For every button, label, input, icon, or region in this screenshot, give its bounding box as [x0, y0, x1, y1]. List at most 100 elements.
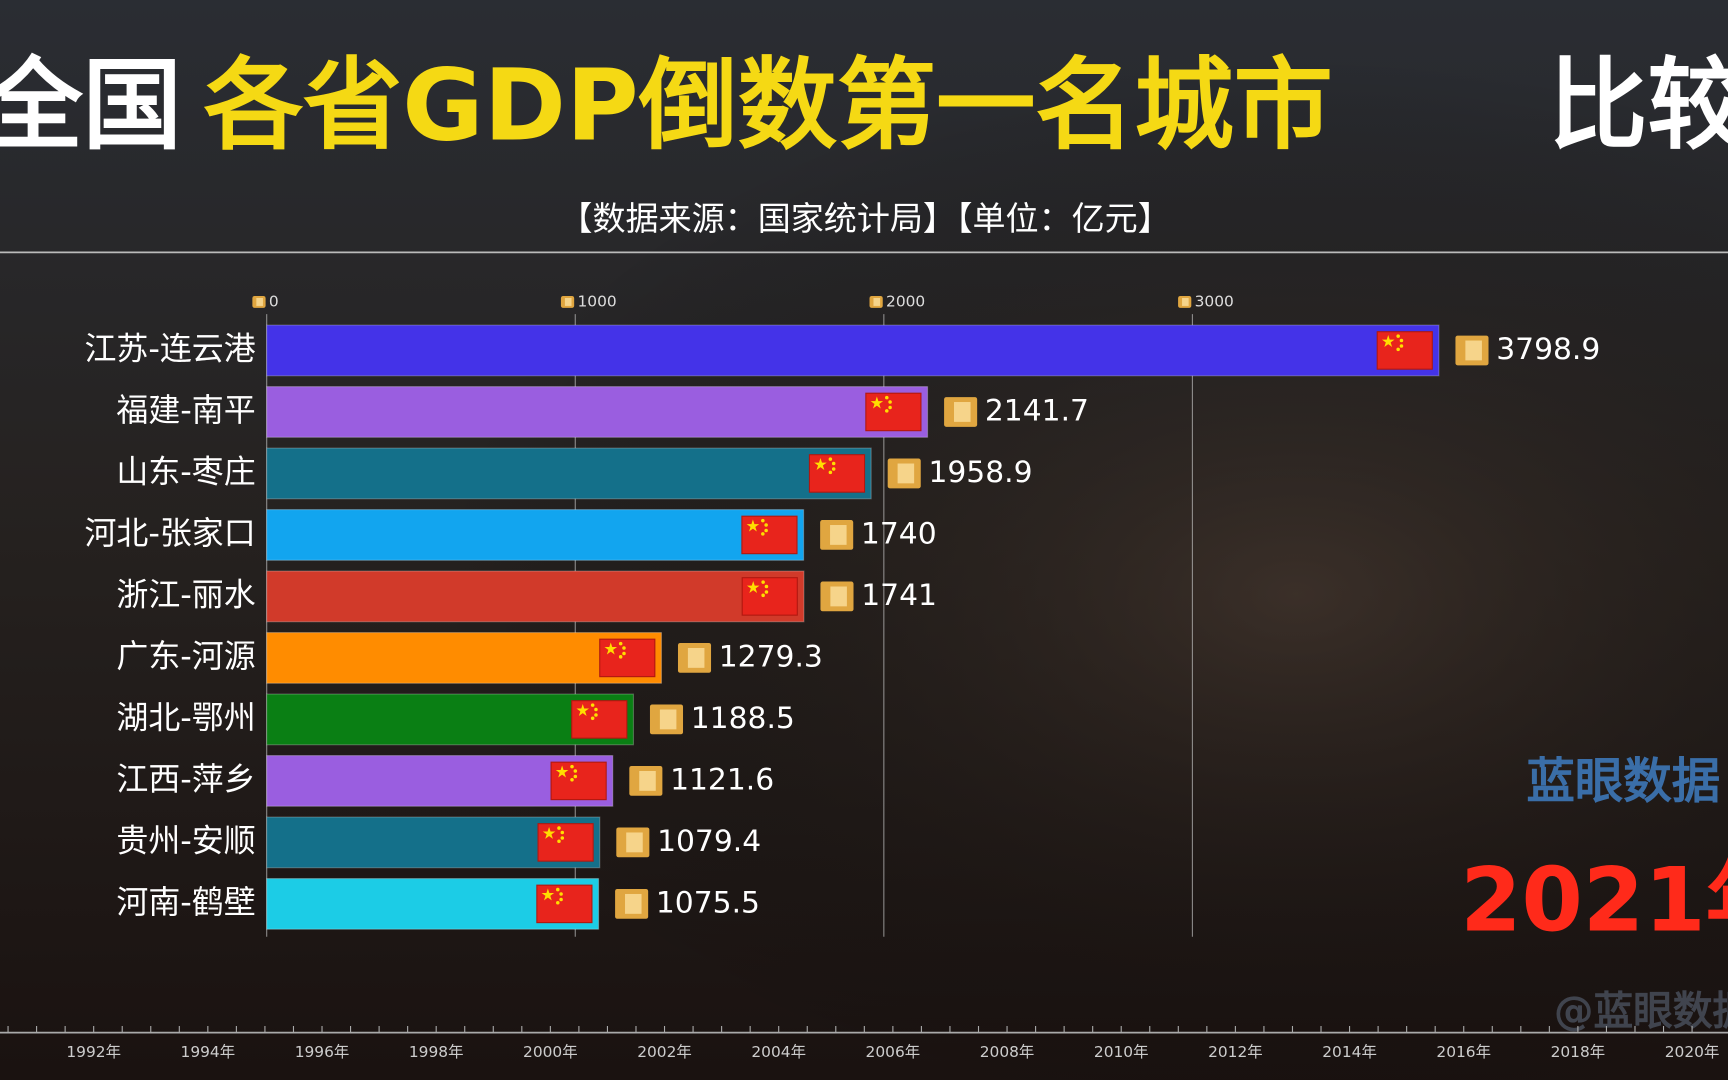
- timeline-label: 2014年: [1322, 1043, 1377, 1061]
- y-tick-label: 广东-河源: [116, 637, 255, 675]
- flag-small-star: [828, 457, 833, 461]
- flag-small-star: [761, 532, 765, 536]
- flag-small-star: [888, 405, 892, 410]
- timeline-label: 2016年: [1436, 1043, 1491, 1061]
- flag-small-star: [764, 584, 769, 589]
- coin-icon-inner: [626, 832, 643, 853]
- timeline-label: 2020年: [1665, 1043, 1720, 1061]
- coin-icon-inner: [1182, 297, 1189, 306]
- timeline-label: 2002年: [637, 1043, 692, 1061]
- subtitle: 【数据来源：国家统计局】【单位：亿元】: [559, 199, 1170, 238]
- value-label: 2141.7: [985, 393, 1089, 428]
- coin-icon-inner: [687, 648, 705, 668]
- flag-small-star: [556, 901, 560, 905]
- flag-small-star: [831, 467, 836, 471]
- value-label: 1958.9: [928, 455, 1032, 490]
- flag-small-star: [590, 703, 595, 707]
- flag-star: [1381, 335, 1395, 347]
- flag-small-star: [764, 590, 769, 594]
- bar: [266, 386, 929, 438]
- x-tick-label: 0: [269, 292, 279, 310]
- x-tick-label: 3000: [1195, 292, 1234, 310]
- coin-icon-inner: [639, 770, 656, 791]
- watermark: 蓝眼数据: [1526, 754, 1720, 810]
- flag: [537, 823, 594, 862]
- value-label: 1075.5: [656, 885, 760, 920]
- timeline-label: 2004年: [751, 1043, 806, 1061]
- year-label: 2021年: [1460, 848, 1728, 951]
- y-tick-label: 河北-张家口: [84, 514, 255, 552]
- handle: @蓝眼数据: [1554, 988, 1728, 1034]
- coin-icon-inner: [659, 709, 677, 730]
- coin-icon-inner: [873, 297, 881, 306]
- flag-small-star: [559, 892, 563, 896]
- value-label: 1741: [861, 578, 937, 613]
- flag-small-star: [559, 897, 563, 902]
- flag-star: [870, 396, 884, 409]
- value-label: 1121.6: [670, 762, 774, 797]
- flag-small-star: [1396, 334, 1400, 338]
- flag-small-star: [570, 778, 574, 782]
- y-tick-label: 江苏-连云港: [84, 329, 255, 367]
- flag-small-star: [560, 836, 565, 840]
- value-label: 1279.3: [719, 639, 823, 674]
- coin-icon-inner: [564, 297, 572, 306]
- coin-icon-inner: [954, 402, 971, 422]
- timeline-label: 2018年: [1551, 1043, 1606, 1061]
- flag-small-star: [828, 470, 833, 475]
- flag-small-star: [1399, 344, 1404, 348]
- value-label: 1188.5: [691, 701, 795, 736]
- flag-small-star: [764, 523, 768, 527]
- flag-small-star: [761, 593, 765, 598]
- flag-small-star: [622, 646, 626, 650]
- timeline-label: 1998年: [409, 1043, 464, 1061]
- flag: [536, 884, 593, 924]
- flag-star: [576, 703, 590, 716]
- flag-small-star: [618, 655, 623, 659]
- flag-small-star: [761, 580, 765, 584]
- flag-small-star: [573, 774, 578, 779]
- timeline-label: 1992年: [66, 1043, 121, 1061]
- flag-small-star: [557, 826, 561, 830]
- bar: [266, 632, 663, 684]
- title-main: 各省GDP倒数第一名城市: [204, 49, 1333, 164]
- coin-icon-inner: [256, 297, 263, 306]
- flag-star: [555, 765, 569, 778]
- flag: [1376, 331, 1433, 370]
- flag-small-star: [570, 764, 574, 769]
- flag-small-star: [594, 713, 598, 717]
- title-right: 比较: [1548, 49, 1728, 164]
- value-label: 1079.4: [657, 824, 761, 859]
- bar: [266, 570, 805, 623]
- timeline-label: 2008年: [980, 1043, 1035, 1061]
- y-tick-label: 湖北-鄂州: [116, 698, 255, 736]
- coin-icon-inner: [625, 893, 642, 914]
- y-tick-label: 福建-南平: [116, 391, 255, 429]
- flag: [741, 515, 798, 555]
- flag-small-star: [590, 716, 595, 721]
- flag: [808, 454, 866, 493]
- flag-small-star: [764, 528, 768, 533]
- x-tick-label: 2000: [886, 292, 925, 310]
- timeline-label: 1996年: [295, 1043, 350, 1061]
- flag-small-star: [557, 839, 561, 844]
- flag-small-star: [622, 651, 626, 656]
- flag-star: [542, 826, 556, 839]
- flag-star: [541, 888, 555, 901]
- flag-small-star: [761, 518, 765, 523]
- flag-small-star: [831, 461, 836, 466]
- flag: [599, 638, 656, 678]
- y-tick-label: 河南-鹤壁: [116, 883, 255, 921]
- bar: [266, 324, 1440, 377]
- flag: [571, 700, 628, 739]
- coin-icon-inner: [830, 586, 847, 607]
- flag: [550, 761, 607, 801]
- coin-icon-inner: [1465, 340, 1482, 361]
- flag-small-star: [1399, 338, 1404, 343]
- timeline-label: 2010年: [1094, 1043, 1149, 1061]
- flag-small-star: [1396, 347, 1400, 352]
- value-label: 3798.9: [1496, 332, 1600, 367]
- timeline-label: 2012年: [1208, 1043, 1263, 1061]
